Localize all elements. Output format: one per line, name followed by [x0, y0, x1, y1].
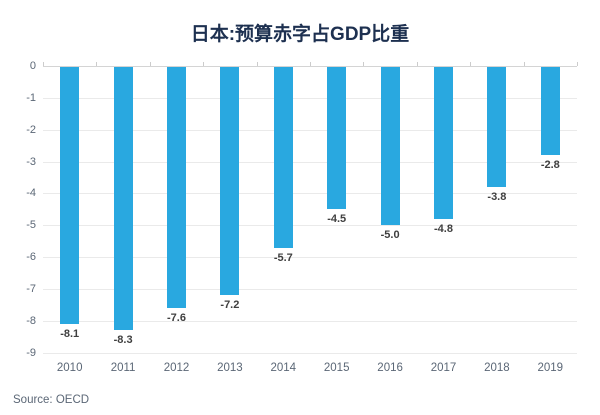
x-axis-tick-label: 2018	[484, 362, 510, 374]
x-axis-tick-label: 2014	[270, 362, 297, 374]
gridline	[43, 288, 577, 290]
bar-2017	[434, 67, 453, 219]
x-axis-tick-label: 2017	[430, 362, 457, 374]
y-axis-tick-label: -5	[26, 219, 36, 232]
axis-boundary-tick	[149, 62, 151, 66]
y-axis-tick-label: -6	[26, 251, 36, 264]
axis-boundary-tick	[416, 62, 418, 66]
gridline	[43, 320, 577, 322]
bar-value-label: -8.1	[60, 328, 80, 341]
bar-value-label: -8.3	[113, 334, 133, 347]
bar-value-label: -4.5	[327, 213, 347, 226]
bar-2012	[167, 67, 186, 309]
axis-boundary-tick	[470, 62, 472, 66]
source-note: Source: OECD	[13, 394, 90, 406]
bar-2014	[273, 67, 293, 248]
bar-2019	[540, 67, 560, 156]
axis-boundary-tick	[256, 62, 258, 66]
axis-boundary-tick	[310, 62, 311, 66]
x-axis-tick-label: 2019	[537, 362, 564, 374]
bar-value-label: -5.0	[380, 229, 400, 242]
bar-value-label: -7.2	[220, 299, 240, 312]
y-axis-tick-label: -3	[26, 155, 36, 168]
y-axis-tick-label: -9	[26, 346, 36, 359]
gridline	[43, 225, 577, 227]
gridline	[43, 193, 577, 195]
x-axis-tick-label: 2010	[56, 362, 83, 374]
bar-2015	[327, 67, 347, 210]
y-axis-tick-label: -4	[26, 187, 36, 200]
bar-2011	[113, 67, 133, 331]
bar-2013	[220, 67, 240, 296]
bar-value-label: -3.8	[487, 191, 507, 204]
bar-2016	[380, 67, 400, 226]
gridline	[43, 129, 577, 131]
gridline	[43, 352, 577, 354]
x-axis-tick-label: 2016	[377, 362, 403, 374]
axis-boundary-tick	[43, 62, 44, 66]
axis-boundary-tick	[96, 62, 98, 66]
y-axis-tick-label: -1	[26, 91, 36, 104]
y-axis-tick-label: -7	[26, 282, 36, 295]
gridline	[43, 257, 577, 259]
gridline	[43, 161, 577, 163]
chart-title: 日本:预算赤字占GDP比重	[190, 24, 410, 45]
bar-value-label: -7.6	[167, 312, 186, 325]
bar-value-label: -2.8	[540, 159, 560, 172]
axis-boundary-tick	[363, 62, 365, 66]
y-axis-tick-label: 0	[29, 60, 36, 72]
bar-value-label: -4.8	[434, 222, 453, 235]
x-axis-tick-label: 2012	[163, 362, 190, 374]
bar-2018	[487, 67, 507, 188]
axis-boundary-tick	[203, 62, 205, 66]
y-axis-tick-label: -2	[26, 123, 36, 136]
x-axis-tick-label: 2015	[323, 362, 350, 374]
axis-boundary-tick	[523, 62, 525, 66]
bar-value-label: -5.7	[273, 251, 293, 264]
zero-gridline	[43, 66, 577, 67]
axis-boundary-tick	[577, 62, 578, 66]
x-axis-tick-label: 2011	[110, 362, 136, 374]
x-axis-tick-label: 2013	[217, 362, 243, 374]
y-axis-tick-label: -8	[26, 314, 36, 327]
gridline	[43, 97, 577, 99]
bar-2010	[60, 67, 80, 325]
